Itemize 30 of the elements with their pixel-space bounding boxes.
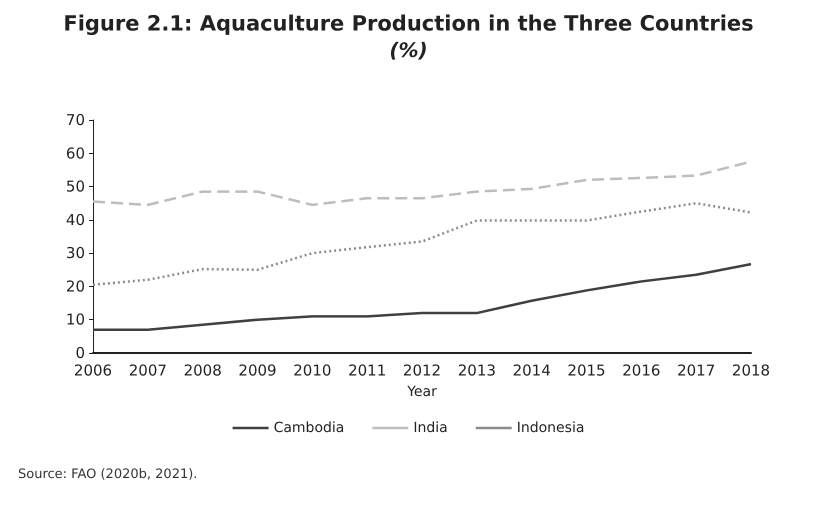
line-series (92, 202, 752, 286)
x-tick-label: 2010 (293, 362, 332, 380)
y-tick-label: 70 (66, 111, 85, 129)
source-note: Source: FAO (2020b, 2021). (18, 467, 198, 482)
chart-title: Figure 2.1: Aquaculture Production in the Three Countries (63, 12, 754, 36)
y-tick-label: 40 (66, 210, 85, 229)
x-tick-label: 2017 (677, 362, 716, 380)
x-tick-label: 2018 (732, 362, 770, 380)
y-tick-label: 60 (66, 144, 85, 162)
y-tick-label: 20 (66, 277, 85, 296)
x-tick-label: 2014 (512, 362, 551, 380)
legend-label: Cambodia (274, 420, 344, 436)
chart-subtitle: (%) (389, 38, 428, 62)
x-tick-label: 2006 (74, 362, 112, 380)
y-tick-label: 30 (66, 244, 85, 262)
x-tick-label: 2016 (622, 362, 660, 380)
x-axis-title: Year (406, 384, 438, 400)
y-tick-label: 10 (66, 310, 85, 329)
x-tick-label: 2008 (184, 362, 222, 380)
legend-label: Indonesia (516, 420, 584, 436)
y-tick-label: 0 (75, 344, 85, 362)
x-tick-label: 2015 (567, 362, 606, 380)
line-series (92, 262, 752, 331)
x-tick-label: 2009 (238, 362, 277, 380)
legend-label: India (413, 420, 448, 436)
x-tick-label: 2007 (128, 362, 167, 380)
x-tick-label: 2011 (348, 362, 386, 380)
x-tick-label: 2013 (458, 362, 496, 380)
y-tick-label: 50 (66, 178, 85, 196)
x-tick-label: 2012 (402, 362, 442, 380)
